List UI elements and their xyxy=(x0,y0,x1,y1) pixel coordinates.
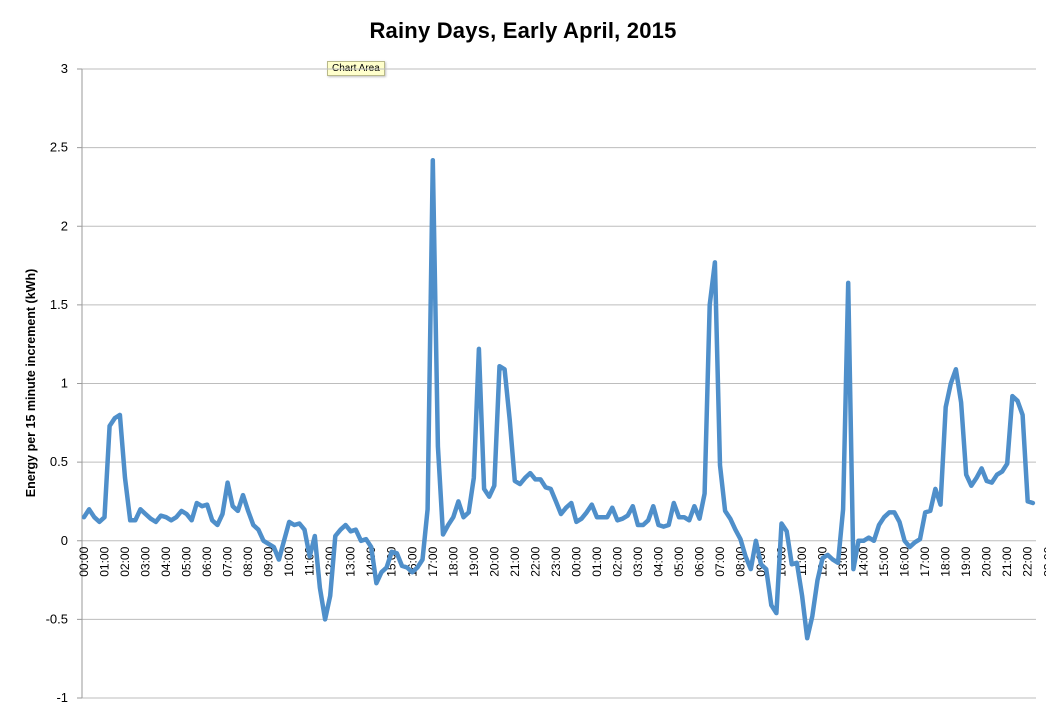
x-tick-label: 07:00 xyxy=(713,546,727,576)
y-tick-label: 1.5 xyxy=(50,297,68,312)
x-tick-label: 01:00 xyxy=(590,546,604,576)
x-tick-label: 06:00 xyxy=(692,546,706,576)
x-tick-label: 15:00 xyxy=(877,546,891,576)
y-tick-label: 0.5 xyxy=(50,454,68,469)
y-tick-label: -1 xyxy=(56,690,68,705)
x-tick-label: 17:00 xyxy=(426,546,440,576)
x-tick-label: 19:00 xyxy=(959,546,973,576)
x-tick-label: 04:00 xyxy=(651,546,665,576)
y-tick-label: 3 xyxy=(61,61,68,76)
x-tick-label: 13:00 xyxy=(344,546,358,576)
x-tick-label: 04:00 xyxy=(159,546,173,576)
x-tick-label: 23:00 xyxy=(549,546,563,576)
x-tick-label: 17:00 xyxy=(918,546,932,576)
series-line xyxy=(81,157,1036,641)
y-tick-label: 1 xyxy=(61,376,68,391)
x-tick-label: 05:00 xyxy=(180,546,194,576)
y-tick-label: 2.5 xyxy=(50,140,68,155)
x-tick-label: 00:00 xyxy=(77,546,91,576)
gridlines xyxy=(77,68,1036,699)
y-tick-label: 2 xyxy=(61,218,68,233)
x-tick-label: 03:00 xyxy=(631,546,645,576)
y-tick-label: 0 xyxy=(61,533,68,548)
x-tick-label: 08:00 xyxy=(241,546,255,576)
x-tick-label: 10:00 xyxy=(282,546,296,576)
x-tick-label: 16:00 xyxy=(898,546,912,576)
x-tick-label: 22:00 xyxy=(528,546,542,576)
x-tick-label: 02:00 xyxy=(118,546,132,576)
x-tick-label: 18:00 xyxy=(939,546,953,576)
chart-title: Rainy Days, Early April, 2015 xyxy=(369,18,677,43)
x-tick-label: 21:00 xyxy=(508,546,522,576)
x-tick-label: 20:00 xyxy=(487,546,501,576)
x-tick-label: 06:00 xyxy=(200,546,214,576)
y-tick-label: -0.5 xyxy=(46,611,68,626)
x-tick-label: 14:00 xyxy=(857,546,871,576)
y-tick-labels: 3 2.5 2 1.5 1 0.5 0 -0.5 -1 xyxy=(46,61,68,705)
x-tick-label: 22:00 xyxy=(1021,546,1035,576)
x-tick-label: 01:00 xyxy=(98,546,112,576)
x-tick-label: 23:00 xyxy=(1041,546,1046,576)
x-tick-label: 02:00 xyxy=(610,546,624,576)
x-tick-label: 05:00 xyxy=(672,546,686,576)
x-tick-label: 20:00 xyxy=(980,546,994,576)
x-tick-label: 19:00 xyxy=(467,546,481,576)
x-tick-label: 21:00 xyxy=(1000,546,1014,576)
x-tick-label: 03:00 xyxy=(139,546,153,576)
x-tick-labels: 00:00 01:00 02:00 03:00 04:00 05:00 06:00 07:00… xyxy=(77,546,1046,576)
x-tick-label: 09:00 xyxy=(262,546,276,576)
x-tick-label: 07:00 xyxy=(221,546,235,576)
x-tick-label: 18:00 xyxy=(446,546,460,576)
series-layer xyxy=(81,157,1036,641)
x-tick-label: 00:00 xyxy=(569,546,583,576)
x-tick-label: 11:00 xyxy=(303,546,317,575)
